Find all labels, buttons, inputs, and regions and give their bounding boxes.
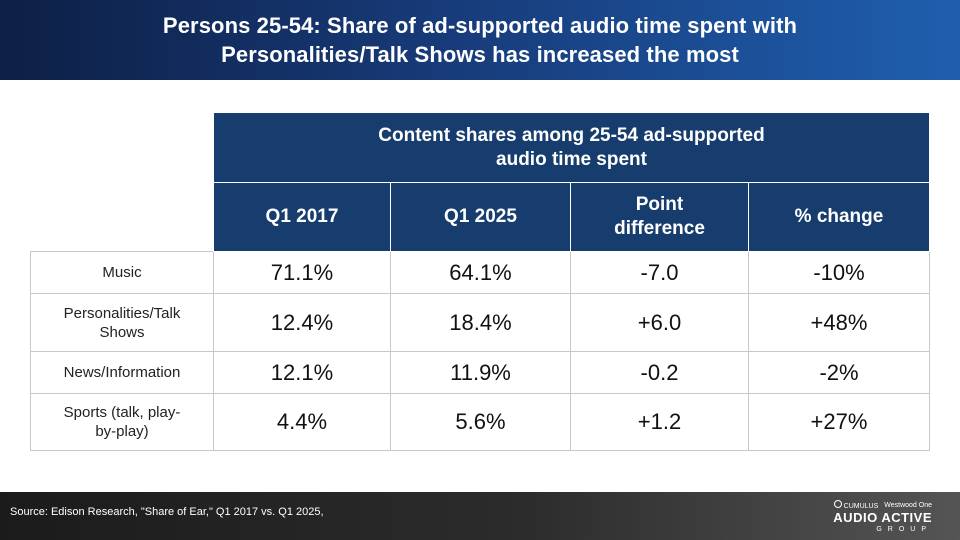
source-note: Source: Edison Research, "Share of Ear,"… xyxy=(10,506,324,518)
title-line-1: Persons 25-54: Share of ad-supported aud… xyxy=(162,13,798,38)
blank-corner-2 xyxy=(31,183,214,252)
column-header-q1-2017: Q1 2017 xyxy=(213,182,391,252)
cell-value: 12.4% xyxy=(213,293,391,352)
title-banner: Persons 25-54: Share of ad-supported aud… xyxy=(0,0,960,80)
content-shares-table: Content shares among 25-54 ad-supported … xyxy=(30,112,930,451)
cell-value: -10% xyxy=(748,251,930,294)
column-header-point-difference: Point difference xyxy=(570,182,749,252)
cell-value: 5.6% xyxy=(390,393,571,451)
footer-bar: Source: Edison Research, "Share of Ear,"… xyxy=(0,492,960,540)
table-row: News/Information 12.1% 11.9% -0.2 -2% xyxy=(30,351,930,394)
row-label-news: News/Information xyxy=(30,351,214,394)
row-label-sports: Sports (talk, play-by-play) xyxy=(30,393,214,451)
group-header-line-2: audio time spent xyxy=(496,148,647,170)
group-header: Content shares among 25-54 ad-supported … xyxy=(213,112,930,183)
cell-value: +48% xyxy=(748,293,930,352)
column-header-percent-change: % change xyxy=(748,182,930,252)
cell-value: 12.1% xyxy=(213,351,391,394)
row-label-sports-text: Sports (talk, play-by-play) xyxy=(63,404,181,440)
cell-value: 71.1% xyxy=(213,251,391,294)
cumulus-icon xyxy=(833,500,842,508)
table-row: Music 71.1% 64.1% -7.0 -10% xyxy=(30,251,930,294)
cell-value: -0.2 xyxy=(570,351,749,394)
row-label-music: Music xyxy=(30,251,214,294)
blank-corner xyxy=(31,113,214,183)
table-row: Sports (talk, play-by-play) 4.4% 5.6% +1… xyxy=(30,393,930,451)
cell-value: -7.0 xyxy=(570,251,749,294)
row-label-personalities: Personalities/Talk Shows xyxy=(30,293,214,352)
logo-sub-text: GROUP xyxy=(876,526,932,533)
row-label-personalities-text: Personalities/Talk Shows xyxy=(63,304,181,341)
column-header-point-difference-text: Point difference xyxy=(614,194,705,239)
westwood-one-text: Westwood One xyxy=(884,502,932,509)
cell-value: 11.9% xyxy=(390,351,571,394)
cell-value: +6.0 xyxy=(570,293,749,352)
cumulus-text: CUMULUS xyxy=(843,503,879,510)
cell-value: 4.4% xyxy=(213,393,391,451)
logo-top-row: CUMULUS Westwood One xyxy=(832,500,932,511)
table-row: Personalities/Talk Shows 12.4% 18.4% +6.… xyxy=(30,293,930,352)
cell-value: 18.4% xyxy=(390,293,571,352)
cell-value: 64.1% xyxy=(390,251,571,294)
cell-value: -2% xyxy=(748,351,930,394)
cumulus-logo: CUMULUS xyxy=(833,500,879,511)
cell-value: +27% xyxy=(748,393,930,451)
cell-value: +1.2 xyxy=(570,393,749,451)
logo-main-text: AUDIO ACTIVE xyxy=(833,510,932,525)
group-header-line-1: Content shares among 25-54 ad-supported xyxy=(378,124,765,146)
title-line-2: Personalities/Talk Shows has increased t… xyxy=(221,42,739,67)
column-header-q1-2025: Q1 2025 xyxy=(390,182,571,252)
audio-active-group-logo: CUMULUS Westwood One AUDIO ACTIVE GROUP xyxy=(832,500,932,534)
